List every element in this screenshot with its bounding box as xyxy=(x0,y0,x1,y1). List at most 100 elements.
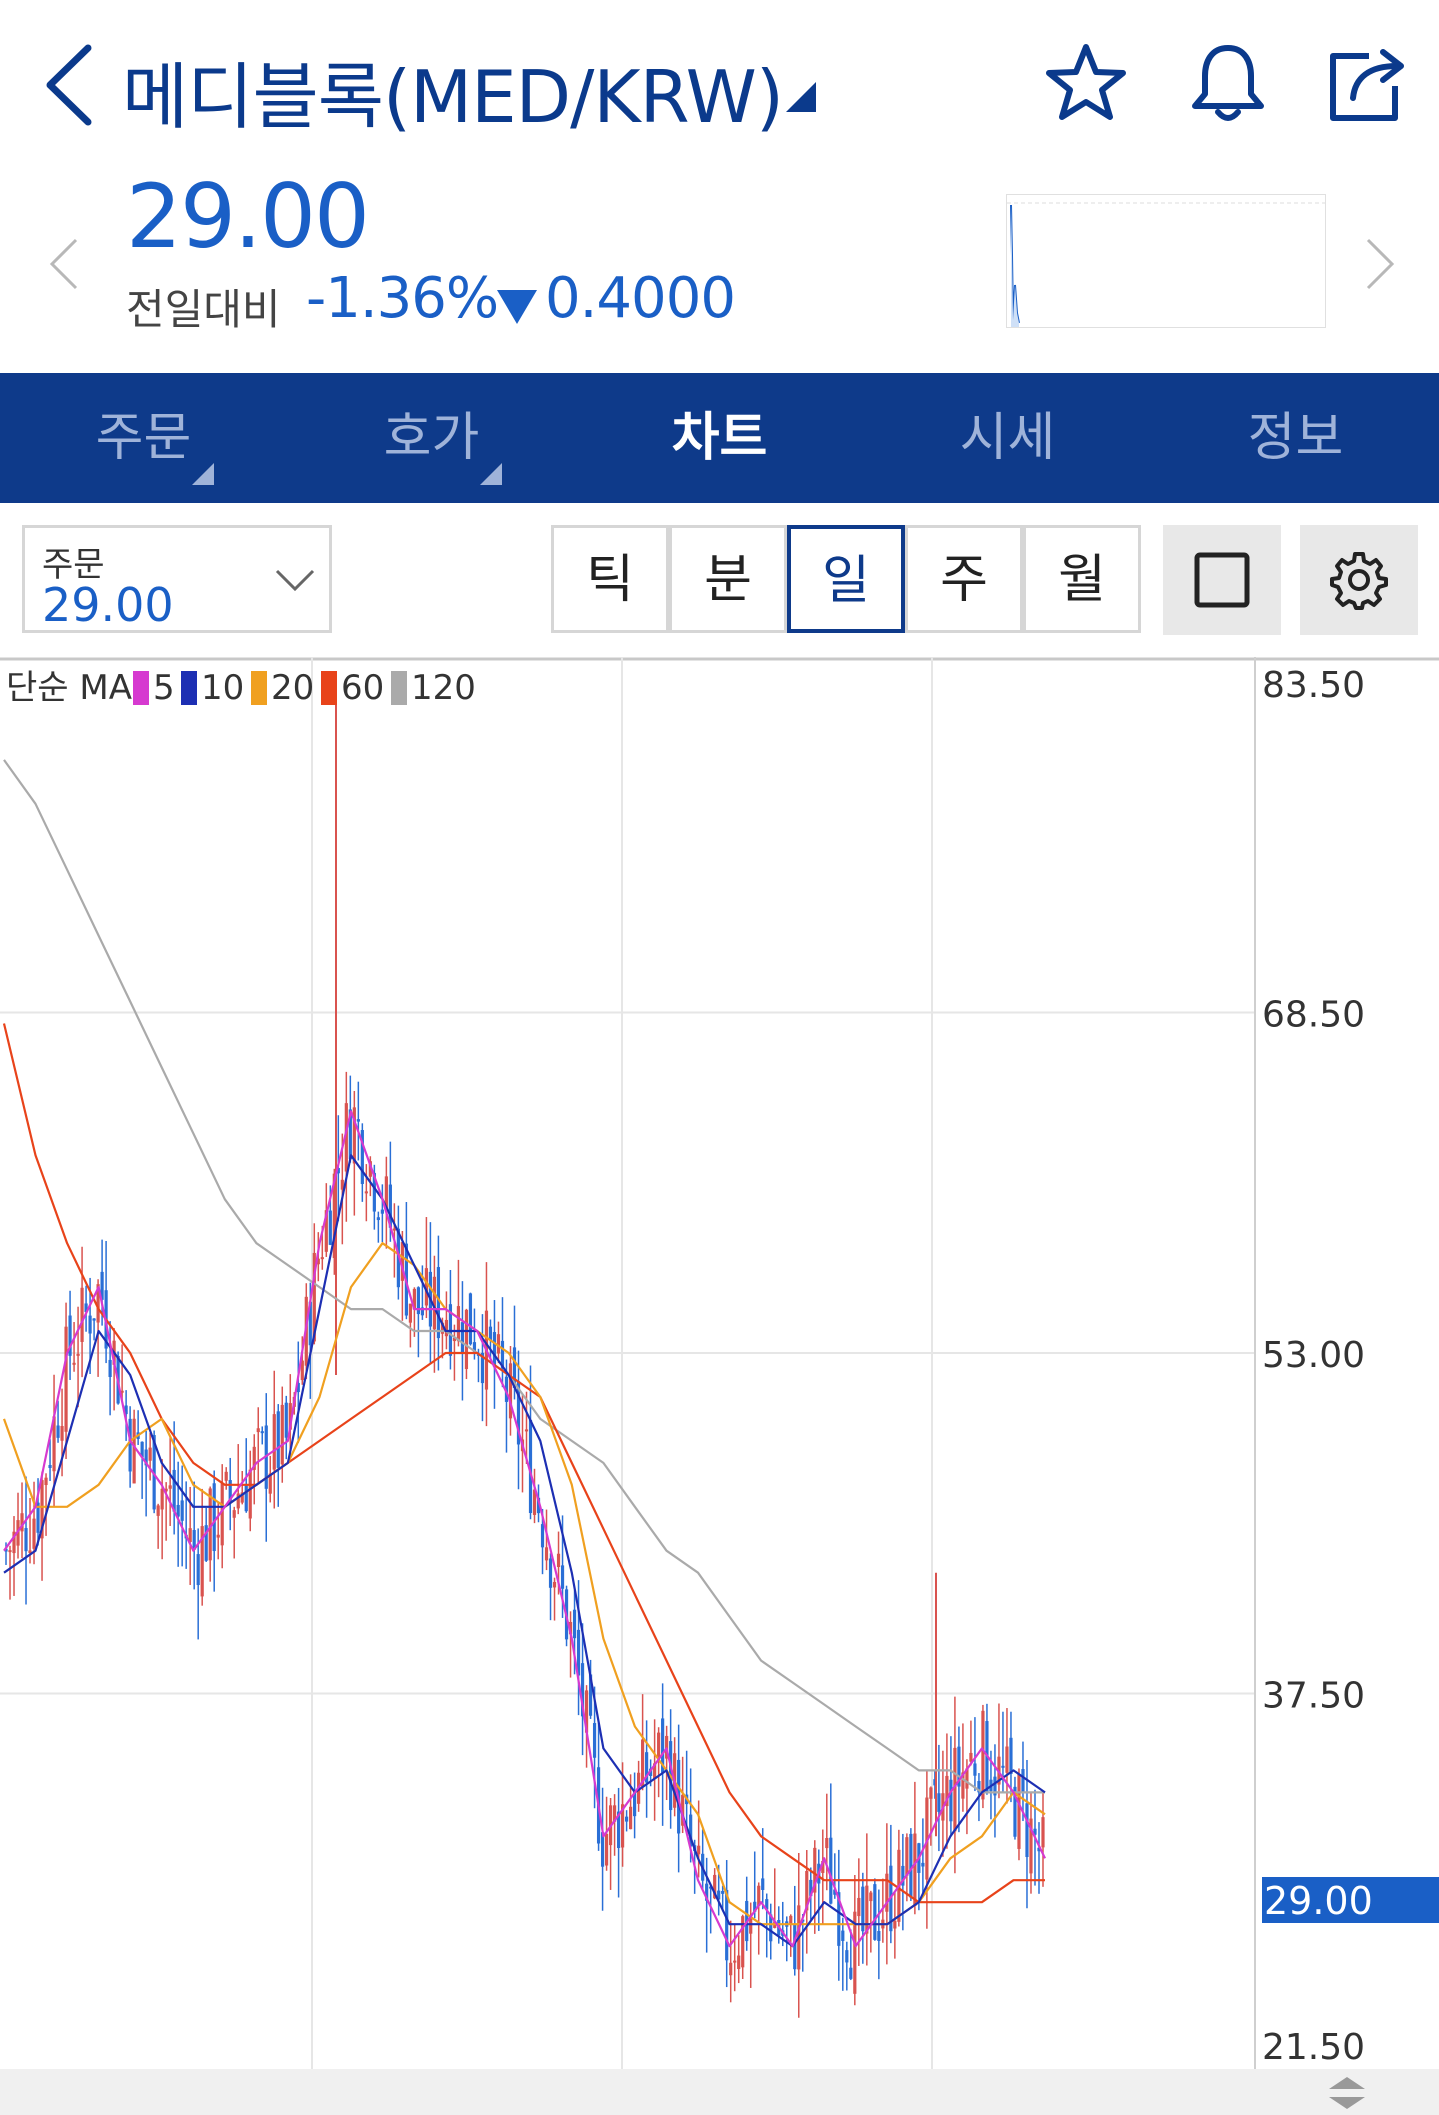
tab-chart[interactable]: 차트 xyxy=(576,373,863,503)
candle-body xyxy=(1009,1737,1013,1774)
fullscreen-button[interactable] xyxy=(1163,525,1281,635)
legend-entry: 120 xyxy=(411,668,476,708)
candle-body xyxy=(1017,1774,1021,1849)
candle-body xyxy=(388,1184,392,1228)
candle-body xyxy=(132,1418,136,1484)
tab-order[interactable]: 주문 xyxy=(0,373,287,503)
candle-body xyxy=(556,1553,561,1568)
candle-body xyxy=(1033,1828,1037,1835)
candle-body xyxy=(88,1315,92,1334)
legend-entry: 60 xyxy=(341,668,384,708)
order-quick-box[interactable] xyxy=(22,525,332,633)
candle-body xyxy=(416,1287,420,1315)
candle-body xyxy=(316,1258,320,1265)
candle-body xyxy=(320,1257,324,1260)
candle-body xyxy=(1025,1803,1029,1858)
candle-body xyxy=(312,1252,316,1342)
candle-body xyxy=(348,1109,352,1160)
candle-body xyxy=(653,1763,657,1779)
candle-body xyxy=(933,1779,937,1786)
candle-body xyxy=(849,1967,853,1979)
scroll-handle-icon[interactable] xyxy=(1329,2077,1365,2109)
square-icon xyxy=(1194,552,1250,608)
candle-body xyxy=(572,1609,577,1639)
candle-body xyxy=(340,1179,344,1190)
settings-button[interactable] xyxy=(1300,525,1418,635)
candle-body xyxy=(841,1930,845,1941)
candle-body xyxy=(216,1534,220,1538)
bell-icon[interactable] xyxy=(1185,40,1271,126)
candle-body xyxy=(228,1480,232,1503)
current-price-marker xyxy=(1262,1877,1439,1923)
back-chevron-icon[interactable] xyxy=(40,40,100,130)
candle-body xyxy=(64,1326,68,1432)
share-icon[interactable] xyxy=(1325,42,1409,124)
candle-body xyxy=(52,1416,56,1472)
candle-body xyxy=(280,1404,284,1465)
candle-body xyxy=(629,1806,633,1830)
candle-body xyxy=(32,1518,36,1549)
period-week-button[interactable]: 주 xyxy=(905,525,1023,633)
candle-body xyxy=(72,1362,76,1365)
candles xyxy=(4,683,1045,2018)
candle-body xyxy=(352,1107,356,1164)
star-icon[interactable] xyxy=(1045,42,1127,124)
candle-body xyxy=(681,1794,685,1826)
chevron-down-icon[interactable] xyxy=(274,565,316,595)
candle-body xyxy=(873,1884,877,1940)
period-month-button[interactable]: 월 xyxy=(1023,525,1141,633)
candle-body xyxy=(192,1530,196,1550)
candle-body xyxy=(769,1914,773,1942)
candle-body xyxy=(592,1723,597,1758)
candle-body xyxy=(356,1119,360,1122)
candle-body xyxy=(588,1674,593,1716)
candle-body xyxy=(1029,1818,1033,1874)
candle-body xyxy=(40,1480,44,1539)
tab-market-price[interactable]: 시세 xyxy=(864,373,1151,503)
candle-body xyxy=(380,1209,384,1214)
candle-body xyxy=(540,1524,545,1548)
next-coin-arrow-icon[interactable] xyxy=(1364,236,1396,292)
period-tick-button[interactable]: 틱 xyxy=(551,525,669,633)
candle-body xyxy=(288,1403,292,1430)
candle-body xyxy=(753,1901,757,1912)
current-price-label: 29.00 xyxy=(1264,1879,1373,1923)
gear-icon xyxy=(1330,552,1388,610)
candle-body xyxy=(705,1883,709,1901)
candle-body xyxy=(284,1402,288,1438)
candle-body xyxy=(741,1916,745,1968)
page-title[interactable]: 메디블록(MED/KRW) xyxy=(122,55,784,139)
ma10-line xyxy=(3,1154,1046,1948)
candle-body xyxy=(456,1306,461,1342)
candle-body xyxy=(372,1172,376,1212)
ma-legend: 단순 MA 5 10 20 60 120 xyxy=(6,668,476,708)
caret-icon[interactable] xyxy=(786,82,816,112)
candle-body xyxy=(512,1347,517,1389)
candle-body xyxy=(508,1363,513,1419)
prev-coin-arrow-icon[interactable] xyxy=(48,236,80,292)
candle-body xyxy=(901,1865,905,1886)
candle-body xyxy=(929,1787,933,1799)
period-minute-button[interactable]: 분 xyxy=(669,525,787,633)
ma20-line xyxy=(2,1242,1046,1926)
candle-body xyxy=(624,1816,629,1822)
tab-info[interactable]: 정보 xyxy=(1152,373,1439,503)
candle-body xyxy=(108,1359,112,1377)
candle-body xyxy=(412,1288,416,1310)
legend-entry: 20 xyxy=(271,668,314,708)
candle-body xyxy=(48,1465,52,1469)
candle-body xyxy=(544,1547,549,1561)
candle-body xyxy=(1041,1817,1045,1848)
candle-body xyxy=(80,1287,84,1342)
candle-body xyxy=(953,1747,957,1832)
candle-body xyxy=(645,1752,649,1783)
candle-body xyxy=(893,1920,897,1929)
candle-body xyxy=(212,1483,216,1552)
candle-body xyxy=(164,1488,168,1492)
candle-body xyxy=(737,1955,741,1969)
candle-body xyxy=(689,1814,693,1847)
y-tick-label: 21.50 xyxy=(1262,2027,1365,2068)
period-day-button[interactable]: 일 xyxy=(787,525,905,633)
tab-orderbook[interactable]: 호가 xyxy=(288,373,575,503)
